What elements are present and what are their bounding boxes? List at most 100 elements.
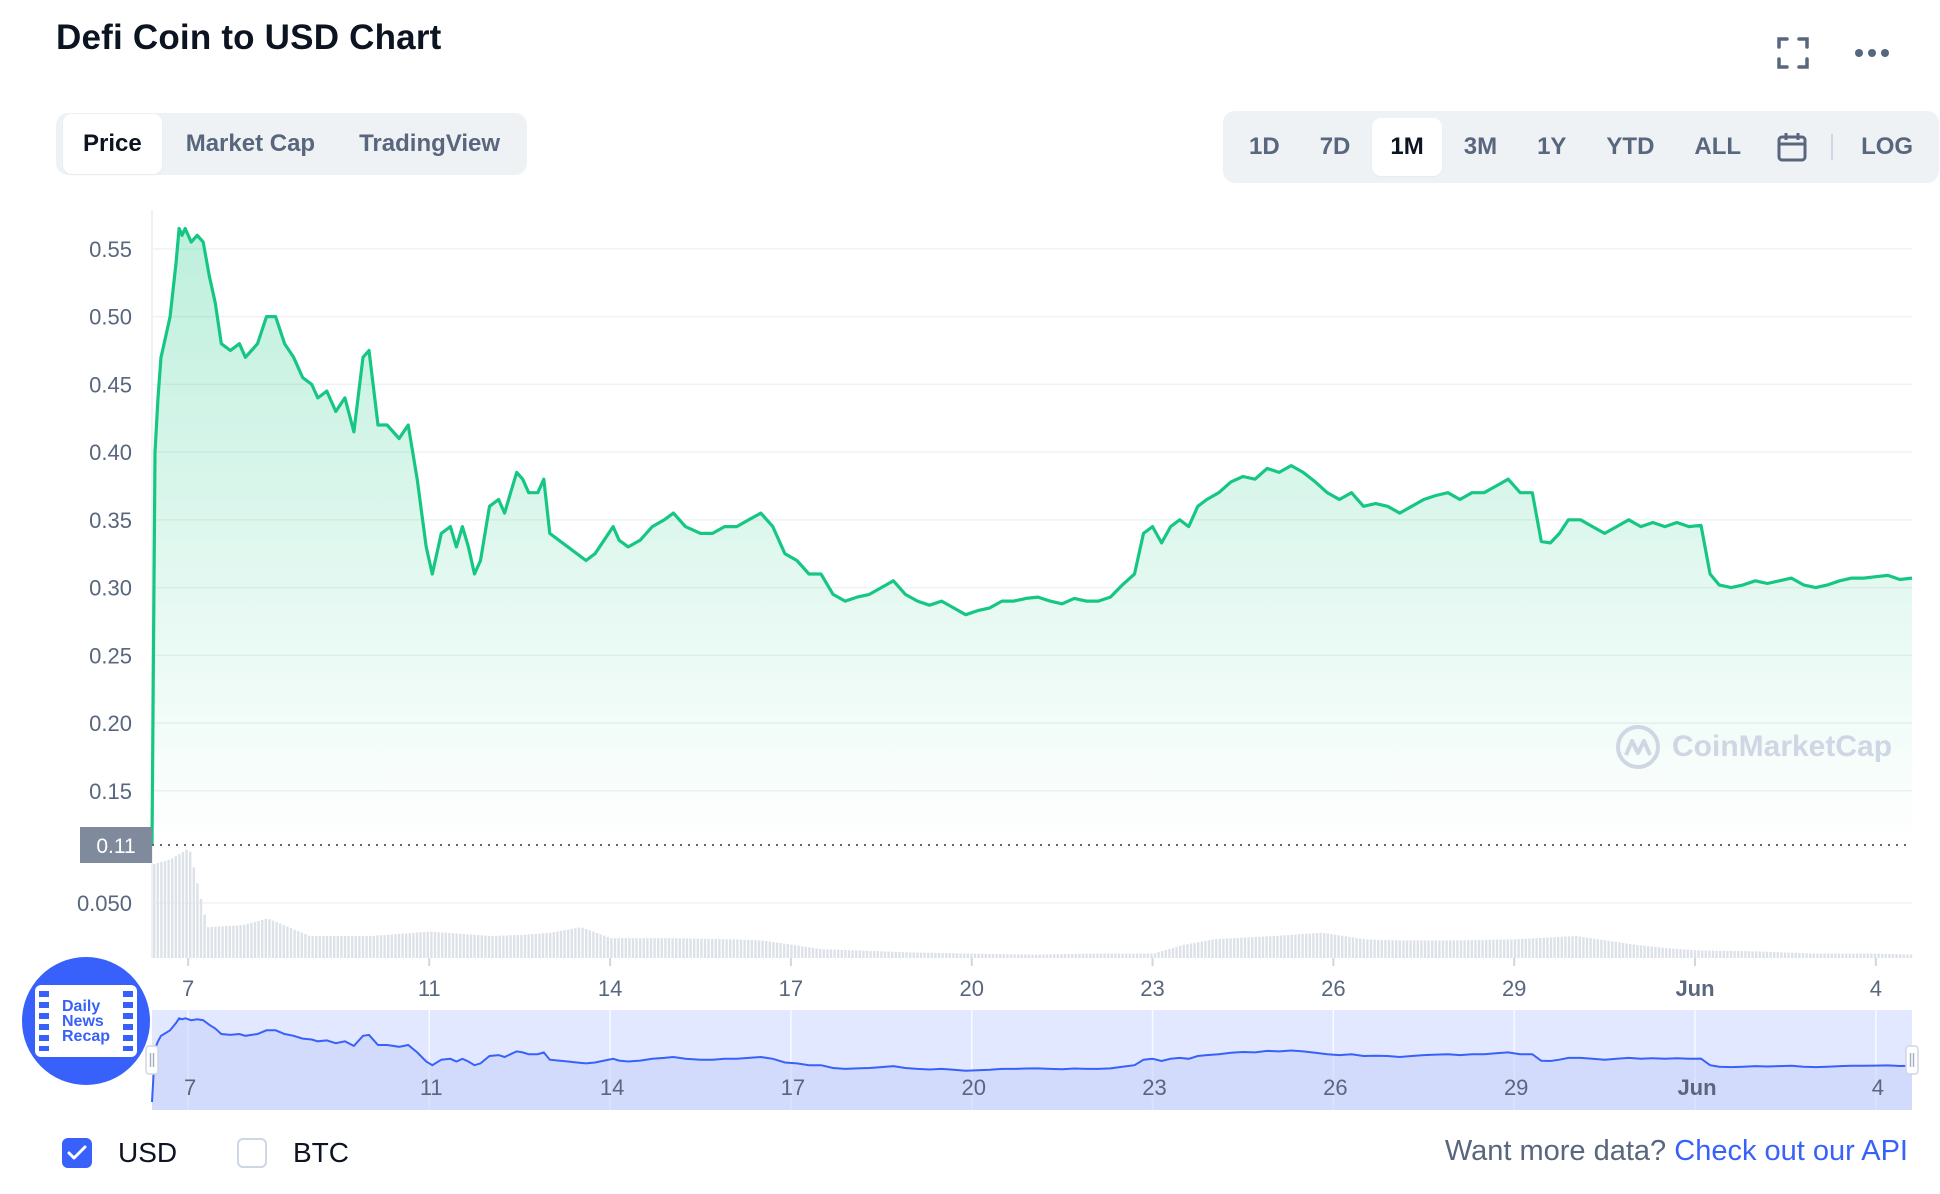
volume-bar bbox=[214, 926, 217, 958]
volume-bar bbox=[1089, 953, 1092, 958]
volume-bar bbox=[1107, 953, 1110, 958]
navigator-handle-left[interactable] bbox=[145, 1045, 159, 1075]
volume-bar bbox=[1045, 954, 1049, 958]
volume-bar bbox=[653, 938, 656, 958]
y-tick-label: 0.15 bbox=[89, 779, 132, 804]
volume-bar bbox=[1866, 953, 1869, 958]
volume-bar bbox=[1103, 953, 1106, 958]
volume-bar bbox=[811, 947, 815, 958]
volume-bar bbox=[1485, 939, 1488, 958]
volume-bar bbox=[768, 941, 771, 958]
volume-bar bbox=[718, 939, 721, 958]
volume-bar bbox=[196, 883, 199, 958]
volume-bar bbox=[451, 933, 455, 958]
volume-bar bbox=[567, 929, 570, 958]
volume-bar bbox=[1488, 939, 1491, 958]
volume-bar bbox=[163, 860, 167, 958]
volume-bar bbox=[660, 938, 663, 958]
usd-label: USD bbox=[118, 1137, 178, 1168]
volume-bar bbox=[1081, 953, 1085, 958]
volume-bar bbox=[1114, 953, 1117, 958]
x-tick-label: 26 bbox=[1321, 976, 1345, 1001]
navigator-handle-right[interactable] bbox=[1905, 1045, 1919, 1075]
volume-bar bbox=[833, 949, 836, 958]
volume-bar bbox=[750, 940, 753, 958]
volume-bar bbox=[286, 926, 289, 958]
tab-price[interactable]: Price bbox=[63, 114, 162, 174]
volume-bar bbox=[1855, 953, 1859, 958]
volume-bar bbox=[1816, 953, 1819, 958]
range-all[interactable]: ALL bbox=[1694, 133, 1742, 160]
y-tick-label: 0.40 bbox=[89, 440, 132, 465]
tab-tradingview[interactable]: TradingView bbox=[359, 130, 501, 157]
volume-bar bbox=[1481, 939, 1484, 958]
volume-bar bbox=[1013, 954, 1016, 958]
volume-bar bbox=[829, 949, 833, 958]
check-icon bbox=[67, 1145, 87, 1160]
volume-bar bbox=[1877, 953, 1880, 958]
volume-bar bbox=[606, 936, 609, 958]
volume-bar bbox=[1409, 940, 1412, 958]
volume-bar bbox=[1459, 940, 1463, 958]
volume-bar bbox=[376, 935, 379, 958]
volume-bar bbox=[178, 854, 181, 958]
volume-bar bbox=[1585, 937, 1589, 958]
volume-bar bbox=[815, 948, 818, 958]
volume-bar bbox=[502, 935, 505, 958]
volume-bar bbox=[523, 934, 527, 958]
navigator-tick-label: 20 bbox=[961, 1075, 985, 1100]
volume-bar bbox=[981, 953, 984, 958]
volume-bar bbox=[595, 932, 599, 958]
watermark-text: CoinMarketCap bbox=[1672, 730, 1893, 763]
volume-bar bbox=[279, 923, 282, 958]
volume-bar bbox=[693, 938, 696, 958]
range-ytd[interactable]: YTD bbox=[1606, 133, 1655, 160]
log-scale-toggle[interactable]: LOG bbox=[1861, 133, 1914, 160]
navigator-area bbox=[152, 1018, 1912, 1110]
volume-bar bbox=[941, 953, 944, 958]
volume-bar bbox=[1456, 940, 1459, 958]
volume-bar bbox=[1067, 954, 1070, 958]
fullscreen-icon[interactable] bbox=[1768, 28, 1818, 78]
volume-bar bbox=[329, 936, 332, 958]
volume-bar bbox=[239, 925, 242, 958]
volume-bar bbox=[675, 938, 678, 958]
x-tick-label: 4 bbox=[1870, 976, 1882, 1001]
btc-checkbox[interactable] bbox=[237, 1138, 267, 1168]
page-title: Defi Coin to USD Chart bbox=[56, 18, 442, 57]
volume-bar bbox=[1837, 953, 1841, 958]
usd-checkbox[interactable] bbox=[62, 1138, 92, 1168]
api-promo: Want more data? Check out our API bbox=[1445, 1135, 1908, 1168]
range-1y[interactable]: 1Y bbox=[1537, 133, 1567, 160]
btc-option[interactable]: BTC bbox=[237, 1137, 349, 1169]
daily-news-recap-badge[interactable]: Daily News Recap bbox=[22, 957, 150, 1085]
tab-market-cap[interactable]: Market Cap bbox=[185, 130, 316, 157]
volume-bar bbox=[1434, 940, 1437, 958]
volume-bar bbox=[1031, 954, 1034, 958]
range-7d[interactable]: 7D bbox=[1319, 133, 1351, 160]
range-3m[interactable]: 3M bbox=[1463, 133, 1498, 160]
range-1d[interactable]: 1D bbox=[1249, 133, 1280, 160]
volume-bar bbox=[1182, 944, 1185, 958]
volume-bar bbox=[1575, 936, 1578, 958]
usd-option[interactable]: USD bbox=[62, 1137, 177, 1169]
volume-bar bbox=[1128, 953, 1131, 958]
api-link[interactable]: Check out our API bbox=[1674, 1135, 1908, 1167]
more-horizontal-icon[interactable] bbox=[1847, 28, 1897, 78]
volume-bar bbox=[696, 938, 699, 958]
volume-bar bbox=[1726, 950, 1729, 958]
volume-bar bbox=[1503, 939, 1506, 958]
volume-bar bbox=[325, 936, 329, 958]
volume-bar bbox=[1402, 940, 1405, 958]
range-1m[interactable]: 1M bbox=[1372, 118, 1442, 176]
volume-bar bbox=[689, 938, 692, 958]
volume-bar bbox=[873, 951, 876, 958]
calendar-icon[interactable] bbox=[1763, 118, 1821, 176]
volume-bar bbox=[1589, 938, 1592, 958]
volume-bar bbox=[1323, 932, 1326, 958]
badge-line-2: News bbox=[61, 1012, 104, 1030]
volume-bar bbox=[1060, 954, 1063, 958]
volume-tick-label: 0.050 bbox=[77, 891, 132, 916]
volume-bar bbox=[1600, 939, 1603, 958]
volume-bar bbox=[1236, 937, 1239, 958]
